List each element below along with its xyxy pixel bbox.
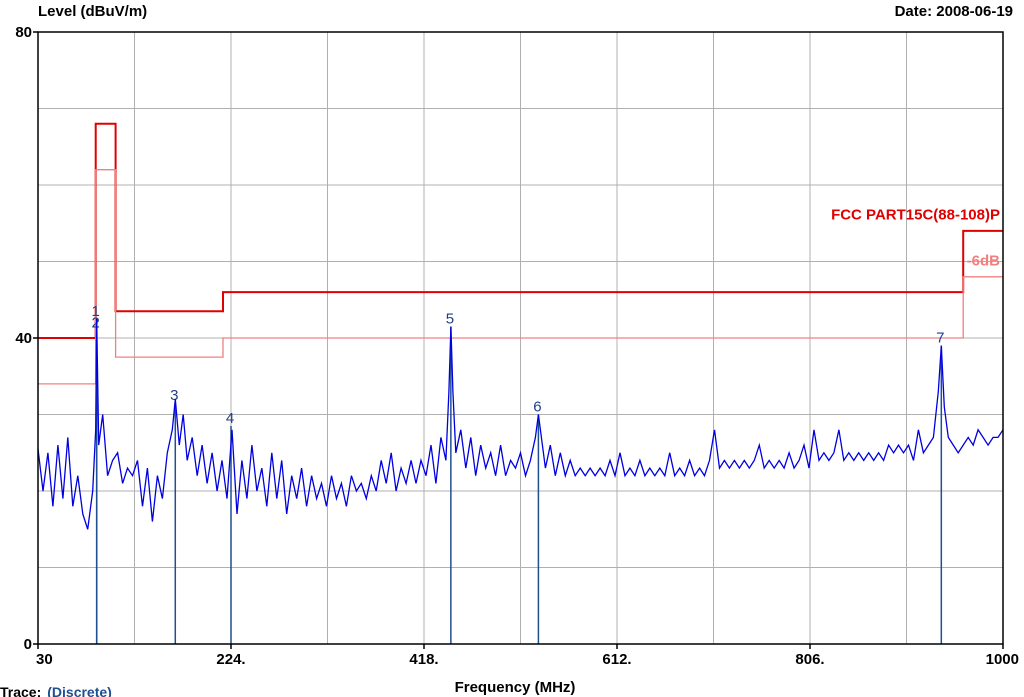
trace-label: Trace: (Discrete) [0,684,112,697]
x-tick-label: 612. [602,651,631,668]
x-tick-label: 418. [409,651,438,668]
date-label: Date: 2008-06-19 [895,3,1013,20]
x-tick-label: 1000 [986,651,1019,668]
x-tick-label: 806. [795,651,824,668]
x-axis-title: Frequency (MHz) [455,679,576,696]
limit-series-label: FCC PART15C(88-108)P [831,206,1000,223]
ticks: 30 224. 418. 612. 806. 1000 0 40 80 [15,24,1019,668]
marker-label: 4 [226,410,234,427]
trace [37,318,1004,530]
y-tick-label: 0 [24,636,32,653]
trace-line [37,318,1004,530]
marker-label: 2 [92,314,100,331]
series-labels: FCC PART15C(88-108)P -6dB [831,206,1000,269]
x-tick-label: 30 [36,651,53,668]
marker-label: 7 [936,330,944,347]
x-tick-label: 224. [216,651,245,668]
marker-label: 5 [446,311,454,328]
limit-minus6-line [38,169,1003,385]
marker-label: 6 [533,399,541,416]
marker-label: 1 [92,303,100,320]
trace-value: (Discrete) [47,684,112,697]
y-tick-label: 80 [15,24,32,41]
limit-minus6-series-label: -6dB [967,252,1001,269]
y-axis-title: Level (dBuV/m) [38,3,147,20]
trace-label-text: Trace: [0,684,41,697]
marker-label: 3 [170,387,178,404]
y-tick-label: 40 [15,330,32,347]
plot-frame [37,31,1004,645]
limit-lines [38,122,1003,385]
